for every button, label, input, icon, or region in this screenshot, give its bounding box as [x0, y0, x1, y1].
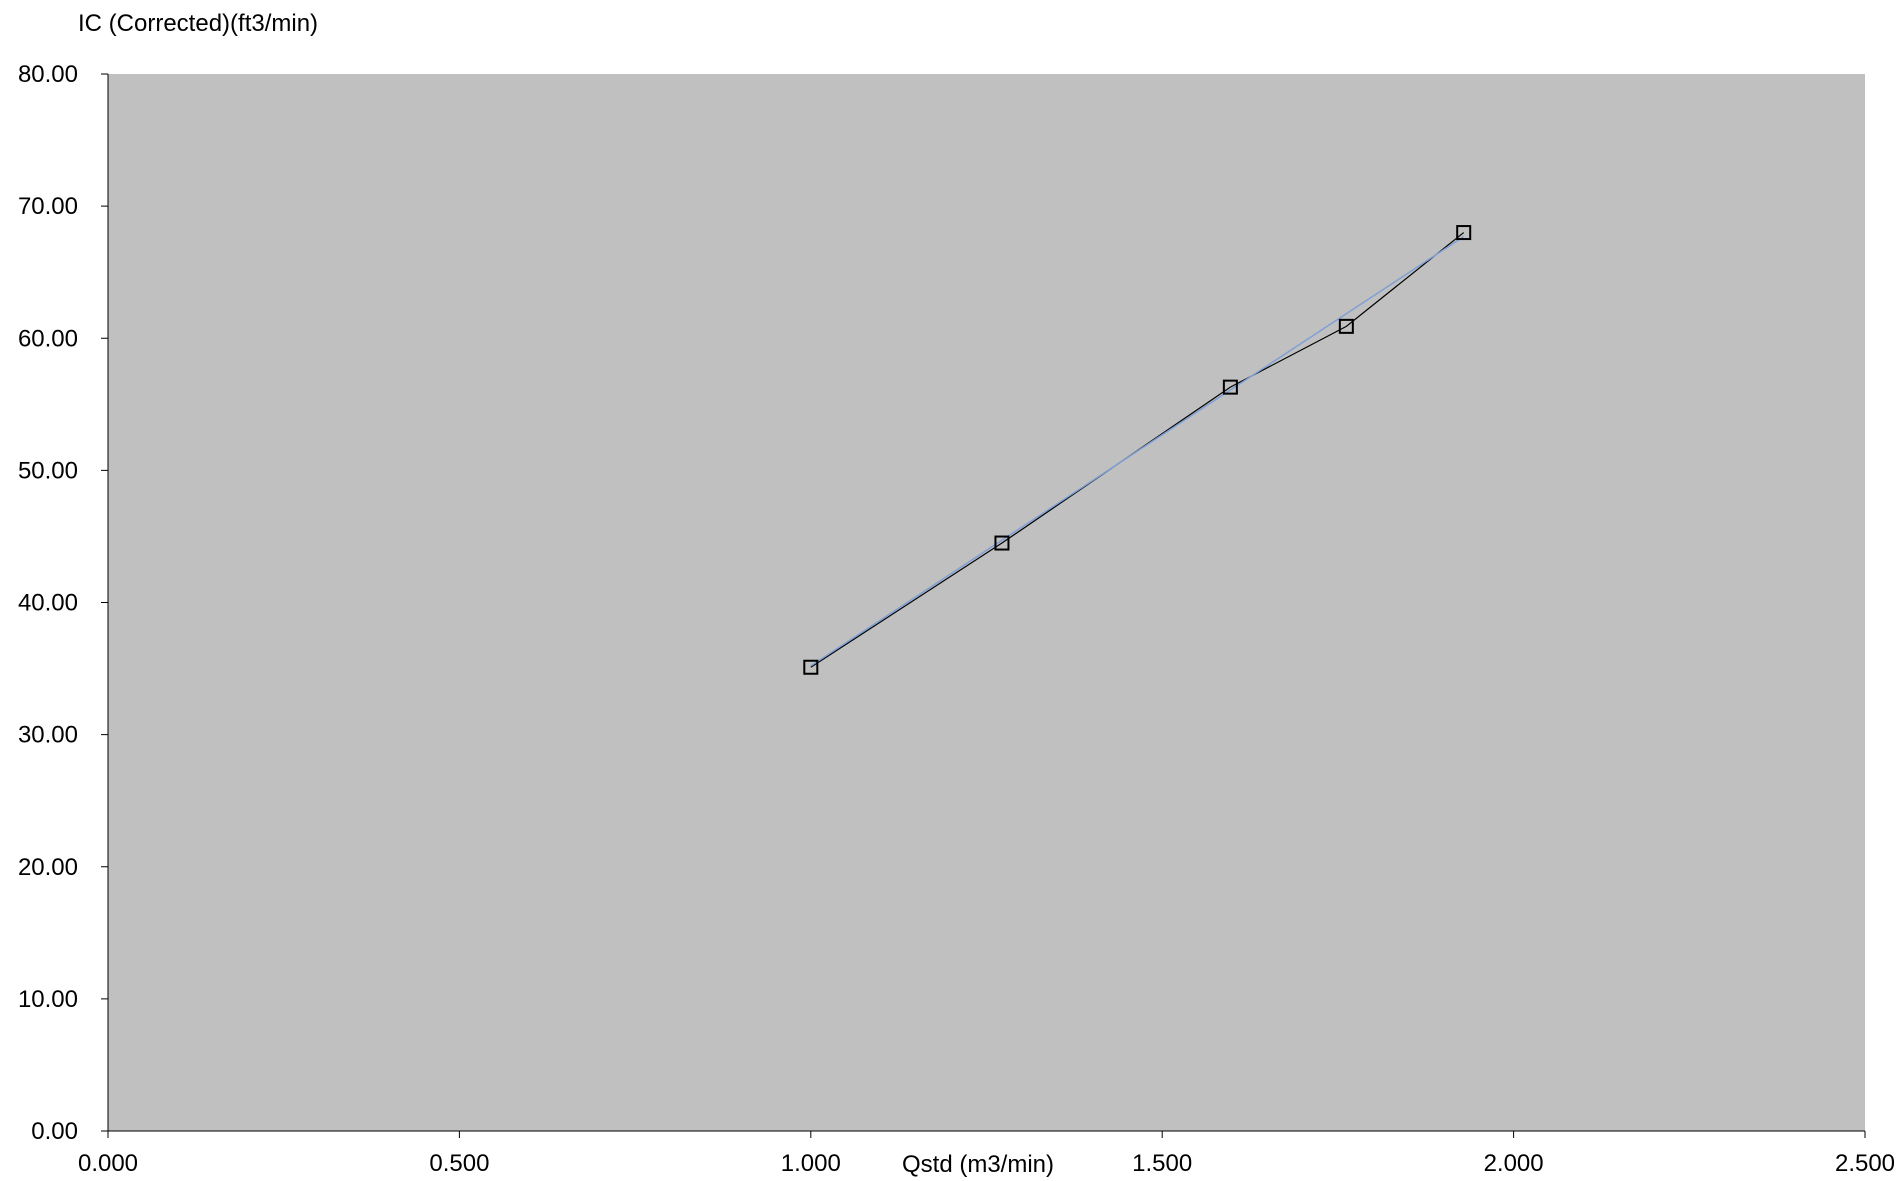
y-ticks: 0.00 10.00 20.00 30.00 40.00 50.00 60.00 70.00 8…	[18, 61, 108, 1145]
y-tick-label: 30.00	[18, 722, 78, 749]
x-tick-label: 0.500	[429, 1150, 489, 1177]
y-tick-label: 80.00	[18, 61, 78, 88]
trendline	[810, 235, 1465, 667]
data-point	[803, 659, 819, 675]
data-point	[1222, 379, 1238, 395]
data-point	[1338, 318, 1354, 334]
y-tick-label: 0.00	[31, 1118, 78, 1145]
x-axis-label: Qstd (m3/min)	[902, 1151, 1054, 1178]
y-tick-label: 20.00	[18, 854, 78, 881]
x-tick-label: 1.000	[781, 1150, 841, 1177]
data-series-line	[810, 232, 1465, 668]
x-tick-label: 2.500	[1835, 1150, 1895, 1177]
y-tick-label: 60.00	[18, 325, 78, 352]
x-tick-label: 2.000	[1484, 1150, 1544, 1177]
y-tick-label: 50.00	[18, 457, 78, 484]
x-ticks: 0.000 0.500 1.000 1.500 2.000 2.500	[78, 1131, 1895, 1177]
y-axis-label: IC (Corrected)(ft3/min)	[78, 10, 318, 37]
x-tick-label: 1.500	[1132, 1150, 1192, 1177]
data-point	[994, 535, 1010, 551]
y-tick-label: 70.00	[18, 193, 78, 220]
data-point	[1456, 225, 1472, 241]
y-tick-label: 10.00	[18, 986, 78, 1013]
x-tick-label: 0.000	[78, 1150, 138, 1177]
series-layer	[803, 225, 1472, 675]
y-tick-label: 40.00	[18, 590, 78, 617]
plot-area	[108, 74, 1865, 1131]
